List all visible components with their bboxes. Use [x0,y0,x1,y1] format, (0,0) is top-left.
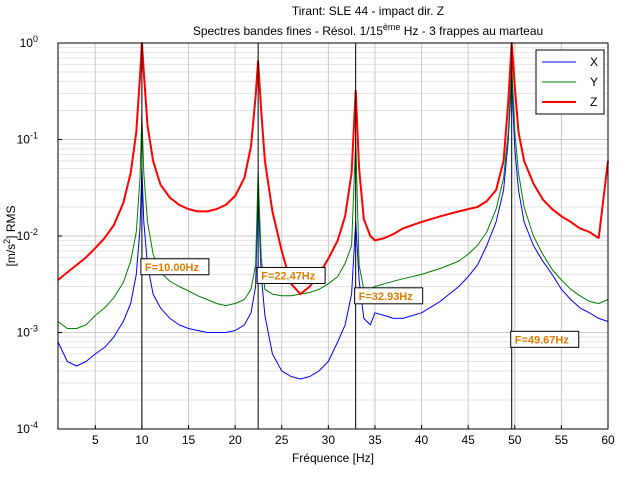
x-tick-label: 5 [92,433,99,447]
legend-label-z: Z [590,95,597,109]
x-tick-label: 15 [182,433,196,447]
marker-label: F=49.67Hz [515,334,570,346]
y-tick-base: 10 [17,326,31,340]
legend-label-y: Y [590,75,598,89]
marker-label-box [140,258,210,276]
x-tick-label: 25 [275,433,289,447]
marker-label: F=10.00Hz [145,262,200,274]
marker-label-box [354,287,424,305]
y-tick-label: 10-4 [17,420,38,436]
x-axis-ticks: 5 10 15 20 25 30 35 40 45 50 55 60 [92,425,615,447]
x-tick-label: 55 [555,433,569,447]
y-tick-label: 10-3 [17,324,38,340]
x-tick-label: 35 [368,433,382,447]
x-tick-label: 20 [228,433,242,447]
marker-label-box [256,266,326,284]
y-tick-label: 10-1 [17,131,38,147]
ylabel-superscript: 2 [2,239,12,244]
x-tick-label: 40 [415,433,429,447]
x-tick-label: 30 [322,433,336,447]
y-tick-base: 10 [17,422,31,436]
series-line-x [57,78,609,380]
y-tick-exponent: 0 [33,34,38,44]
y-tick-base: 10 [20,36,34,50]
x-tick-label: 45 [461,433,475,447]
chart-title: Tirant: SLE 44 - impact dir. Z [292,4,444,18]
legend: XYZ [535,49,605,115]
x-tick-label: 60 [601,433,615,447]
subtitle-superscript: ème [383,22,401,32]
y-tick-base: 10 [17,229,31,243]
y-tick-exponent: -4 [30,420,38,430]
ylabel-prefix: [m/s [4,244,18,267]
marker-label: F=22.47Hz [261,270,316,282]
marker-label: F=32.93Hz [359,291,414,303]
subtitle-prefix: Spectres bandes fines - Résol. 1/15 [193,24,383,38]
x-axis-title: Fréquence [Hz] [292,451,374,465]
y-tick-label: 100 [20,34,38,50]
marker-layer: F=10.00Hz F=22.47Hz F=32.93Hz F=49.67Hz [140,43,580,429]
ylabel-suffix: ] RMS [4,205,18,238]
y-tick-label: 10-2 [17,227,38,243]
x-tick-label: 10 [135,433,149,447]
marker-label-box [510,330,580,348]
chart-subtitle: Spectres bandes fines - Résol. 1/15ème H… [193,22,543,38]
y-tick-base: 10 [17,133,31,147]
y-tick-exponent: -2 [30,227,38,237]
series-line-y [57,63,609,329]
y-axis-title: [m/s2] RMS [2,205,18,266]
legend-label-x: X [590,55,598,69]
y-tick-exponent: -3 [30,324,38,334]
y-tick-exponent: -1 [30,131,38,141]
x-tick-label: 50 [508,433,522,447]
subtitle-suffix: Hz - 3 frappes au marteau [400,24,543,38]
